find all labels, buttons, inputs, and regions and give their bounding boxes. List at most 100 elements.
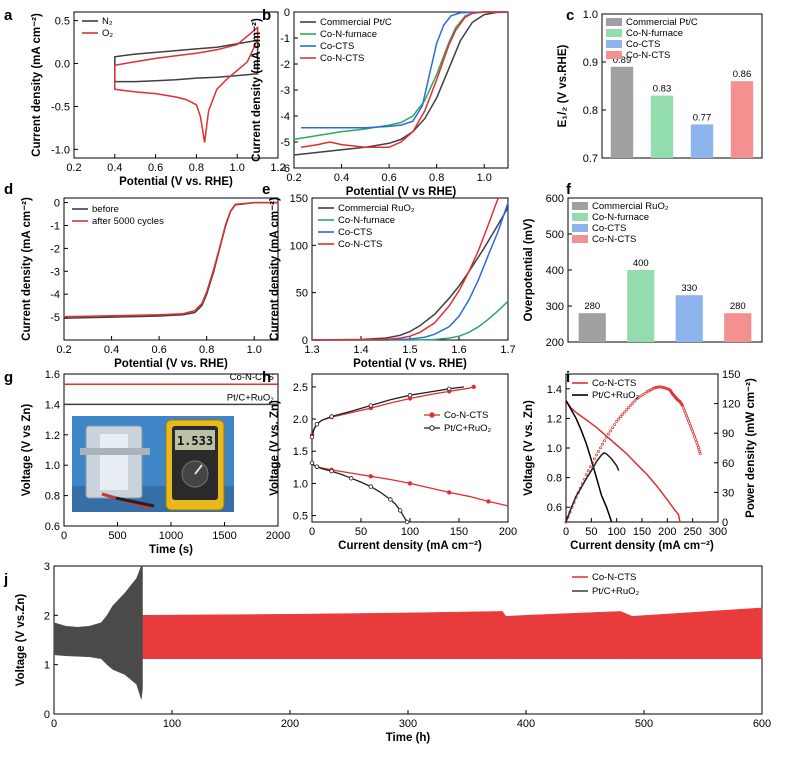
power-marker xyxy=(621,412,625,416)
x-axis-label: Time (s) xyxy=(149,544,193,556)
bar-3 xyxy=(724,313,752,342)
chart-j: j 0 1 2 3 0 100 200 300 400 500 600 Time (h) Voltage … xyxy=(3,561,771,744)
legend-entry: Co-CTS xyxy=(626,39,660,50)
y-axis-label: Current density (mA cm⁻²) xyxy=(251,18,263,162)
y-tick-label: 0 xyxy=(54,198,60,210)
series-line-3 xyxy=(300,11,508,148)
series-marker xyxy=(407,481,413,486)
y-axis-label: Overpotential (mV) xyxy=(523,218,535,321)
y-tick-label: 0.8 xyxy=(583,105,598,117)
x-tick-label: 150 xyxy=(633,526,651,538)
y2-axis-label: Power density (mW cm⁻²) xyxy=(745,378,757,518)
x-tick-label: 100 xyxy=(401,526,419,538)
legend-entry: Commercial Pt/C xyxy=(320,17,392,28)
x-tick-label: 300 xyxy=(399,718,417,730)
bar-0 xyxy=(610,66,634,158)
legend-entry: Commercial Pt/C xyxy=(626,17,698,28)
x-tick-label: 0.6 xyxy=(381,172,396,184)
legend-swatch xyxy=(572,235,588,243)
x-tick-label: 0 xyxy=(51,718,57,730)
x-tick-label: 1.7 xyxy=(500,344,515,356)
legend-entry: Co-N-furnace xyxy=(338,215,395,226)
legend-entry: Co-N-CTS xyxy=(592,378,636,389)
panel-label-c: c xyxy=(566,7,574,24)
y-tick-label: 1.4 xyxy=(45,399,60,411)
annotation-ptc-ruo2: Pt/C+RuO₂ xyxy=(227,392,275,403)
bar-1 xyxy=(627,270,655,342)
x-tick-label: 50 xyxy=(355,526,367,538)
plot-frame-d xyxy=(63,197,279,341)
panel-label-g: g xyxy=(4,369,13,386)
legend-swatch xyxy=(572,202,588,210)
legend-entry: Pt/C+RuO₂ xyxy=(444,423,492,434)
panel-label-e: e xyxy=(262,181,270,198)
power-marker xyxy=(611,426,615,430)
y-tick-label: 0 xyxy=(284,7,290,19)
legend-entry: Co-CTS xyxy=(338,227,372,238)
y-tick-label: 0.5 xyxy=(293,511,308,523)
panel-label-i: i xyxy=(566,369,570,386)
x-axis-label: Potential (V vs. RHE) xyxy=(119,176,233,188)
y-tick-label: 500 xyxy=(546,229,564,241)
y-tick-label: -5 xyxy=(50,312,60,324)
power-marker xyxy=(692,432,696,436)
multimeter-display xyxy=(175,430,215,450)
power-marker xyxy=(599,446,602,450)
x-tick-label: 200 xyxy=(658,526,676,538)
y2-tick-label: 150 xyxy=(722,369,740,381)
legend-entry: Co-CTS xyxy=(320,41,354,52)
chart-i: i0.60.81.01.21.40 50 100 150 200 250 300Curren… xyxy=(523,369,757,552)
y-axis-label: Voltage (V vs. Zn) xyxy=(523,400,535,496)
y-tick-label: 1 xyxy=(44,660,50,672)
y-tick-label: 0.7 xyxy=(583,153,598,165)
bar-2 xyxy=(690,124,714,158)
power-marker xyxy=(615,419,619,423)
legend-entry: Co-N-furnace xyxy=(320,29,377,40)
legend-entry: after 5000 cycles xyxy=(92,216,164,227)
legend-entry: Co-N-CTS xyxy=(592,234,636,245)
power-marker xyxy=(623,410,627,414)
y-tick-label: 600 xyxy=(546,193,564,205)
x-tick-label: 200 xyxy=(499,526,517,538)
x-tick-label: 1500 xyxy=(212,530,236,542)
series-line-0 xyxy=(114,39,259,83)
y-tick-label: 1.0 xyxy=(547,443,562,455)
legend-entry: Commercial RuO₂ xyxy=(592,201,669,212)
x-tick-label: 0.4 xyxy=(107,162,122,174)
legend-entry: Co-N-CTS xyxy=(338,239,382,250)
legend-marker xyxy=(429,412,435,418)
power-marker xyxy=(592,457,596,461)
chart-a: a -1.0 -0.5 0.0 0.5 0.2 0.4 0.6 0.8 1.0 1.2 Potenti… xyxy=(4,7,286,188)
legend-swatch xyxy=(572,224,588,232)
y-axis-label: Voltage (V vs.Zn) xyxy=(15,594,27,687)
y-tick-label: 1.0 xyxy=(45,460,60,472)
x-axis-label: Potential (V vs. RHE) xyxy=(353,358,467,370)
y-tick-label: -1.0 xyxy=(51,144,70,156)
series-marker xyxy=(309,434,315,440)
y-tick-label: 0.5 xyxy=(55,16,70,28)
y-tick-label: -2 xyxy=(50,243,60,255)
y-tick-label: 0.0 xyxy=(55,59,70,71)
black-probe-wire xyxy=(115,496,155,508)
legend-entry: Co-N-CTS xyxy=(320,53,364,64)
legend-entry: Co-N-furnace xyxy=(592,212,649,223)
y-tick-label: 0.6 xyxy=(45,521,60,533)
y-tick-label: -2 xyxy=(280,59,290,71)
bar-value-label: 280 xyxy=(584,301,600,312)
power-marker xyxy=(586,469,590,473)
power-marker xyxy=(584,473,588,477)
series-marker xyxy=(486,499,491,504)
y-tick-label: 1.5 xyxy=(293,446,308,458)
legend-entry: O₂ xyxy=(102,28,113,39)
y-axis-label: Current density (mA cm⁻²) xyxy=(31,13,43,157)
cycling-band-1 xyxy=(53,565,143,700)
chart-d: d -5 -4 -3 -2 -1 0 0.2 0.4 0.6 0.8 1.0 Potential (V … xyxy=(4,181,279,370)
chart-f: f 200 300 400 500 600 Overpotential (mV) 280 400… xyxy=(523,181,763,349)
y-tick-label: 2.0 xyxy=(293,414,308,426)
x-tick-label: 0 xyxy=(563,526,569,538)
power-marker xyxy=(619,415,623,419)
x-tick-label: 0.6 xyxy=(148,162,163,174)
y-tick-label: 300 xyxy=(546,301,564,313)
power-marker xyxy=(681,404,684,408)
y-tick-label: 1.4 xyxy=(547,384,562,396)
